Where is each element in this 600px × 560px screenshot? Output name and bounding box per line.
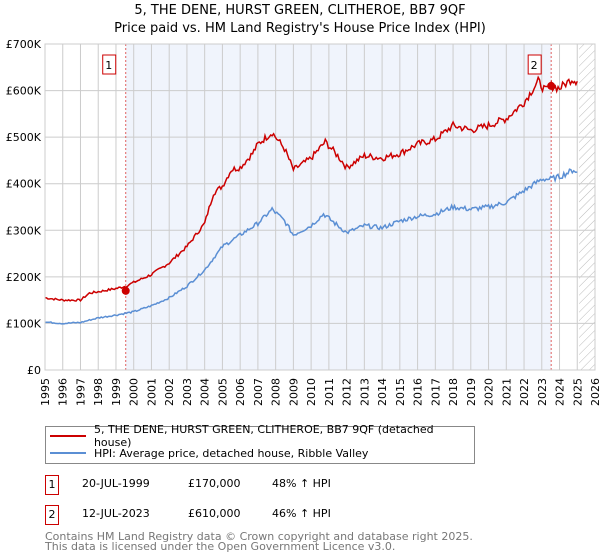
hpi-line	[44, 168, 578, 325]
x-tick-label: 2010	[305, 378, 318, 406]
x-tick-label: 2006	[234, 378, 247, 406]
y-tick-label: £700K	[6, 38, 42, 51]
x-tick-label: 2026	[589, 378, 600, 406]
y-tick-label: £400K	[6, 178, 42, 191]
x-tick-label: 2019	[465, 378, 478, 406]
property-price-line	[44, 75, 578, 303]
x-tick-label: 2007	[252, 378, 265, 406]
x-tick-label: 2025	[571, 378, 584, 406]
legend-item-property: 5, THE DENE, HURST GREEN, CLITHEROE, BB7…	[50, 423, 474, 449]
sale-label: 2	[531, 59, 538, 72]
sale-hpi-diff: 48% ↑ HPI	[272, 477, 331, 490]
x-tick-label: 2008	[270, 378, 283, 406]
sale-hpi-diff: 46% ↑ HPI	[272, 507, 331, 520]
x-tick-label: 2005	[216, 378, 229, 406]
x-tick-label: 2004	[199, 378, 212, 406]
y-tick-label: £300K	[6, 224, 42, 237]
chart-title: 5, THE DENE, HURST GREEN, CLITHEROE, BB7…	[134, 3, 466, 18]
x-tick-label: 2014	[376, 378, 389, 406]
x-tick-label: 2000	[128, 378, 141, 406]
sale-label-box	[102, 54, 117, 75]
sale-label: 1	[105, 59, 112, 72]
future-hatch	[579, 44, 595, 370]
sale-date: 20-JUL-1999	[82, 477, 150, 490]
x-tick-label: 2016	[412, 378, 425, 406]
x-tick-label: 2003	[181, 378, 194, 406]
legend-label: 5, THE DENE, HURST GREEN, CLITHEROE, BB7…	[93, 423, 434, 449]
legend-swatch-red	[50, 435, 86, 437]
legend-label: HPI: Average price, detached house, Ribb…	[94, 446, 369, 460]
legend: 5, THE DENE, HURST GREEN, CLITHEROE, BB7…	[45, 423, 475, 464]
y-tick-label: £500K	[6, 131, 42, 144]
x-tick-label: 2023	[536, 378, 549, 406]
x-tick-label: 2020	[483, 378, 496, 406]
sale-point	[547, 81, 556, 90]
footer-licence: This data is licensed under the Open Gov…	[45, 540, 396, 553]
x-tick-label: 1998	[92, 378, 105, 406]
sale-point	[121, 286, 130, 295]
y-tick-label: £200K	[6, 271, 42, 284]
x-tick-label: 1996	[57, 378, 70, 406]
legend-item-hpi: HPI: Average price, detached house, Ribb…	[50, 445, 368, 461]
sale-price: £170,000	[188, 477, 241, 490]
x-tick-label: 1995	[39, 378, 52, 406]
sale-marker-box: 1	[45, 475, 59, 495]
y-tick-label: £600K	[6, 85, 42, 98]
sale-date: 12-JUL-2023	[82, 507, 150, 520]
x-tick-label: 1997	[74, 378, 87, 406]
sale-price: £610,000	[188, 507, 241, 520]
x-tick-label: 1999	[110, 378, 123, 406]
sale-marker-box: 2	[45, 505, 59, 525]
x-tick-label: 2024	[554, 378, 567, 406]
sale-label-box	[527, 54, 542, 75]
footer: Contains HM Land Registry data © Crown c…	[45, 530, 473, 553]
x-tick-label: 2011	[323, 378, 336, 406]
x-tick-label: 2021	[500, 378, 513, 406]
x-tick-label: 2022	[518, 378, 531, 406]
y-tick-label: £0	[27, 364, 41, 377]
x-tick-label: 2001	[145, 378, 158, 406]
x-tick-label: 2009	[287, 378, 300, 406]
footer-copyright: Contains HM Land Registry data © Crown c…	[45, 530, 473, 543]
legend-swatch-blue	[50, 452, 86, 454]
price-chart: 1995 1996 1997 1998 1999 2000 2001 2002 2003 2004…	[6, 38, 600, 406]
x-tick-label: 2013	[358, 378, 371, 406]
chart-subtitle: Price paid vs. HM Land Registry's House …	[114, 21, 486, 36]
y-tick-label: £100K	[6, 317, 42, 330]
x-tick-label: 2015	[394, 378, 407, 406]
plot-border	[44, 43, 596, 371]
x-tick-label: 2012	[341, 378, 354, 406]
x-tick-label: 2017	[429, 378, 442, 406]
x-tick-label: 2002	[163, 378, 176, 406]
x-tick-label: 2018	[447, 378, 460, 406]
